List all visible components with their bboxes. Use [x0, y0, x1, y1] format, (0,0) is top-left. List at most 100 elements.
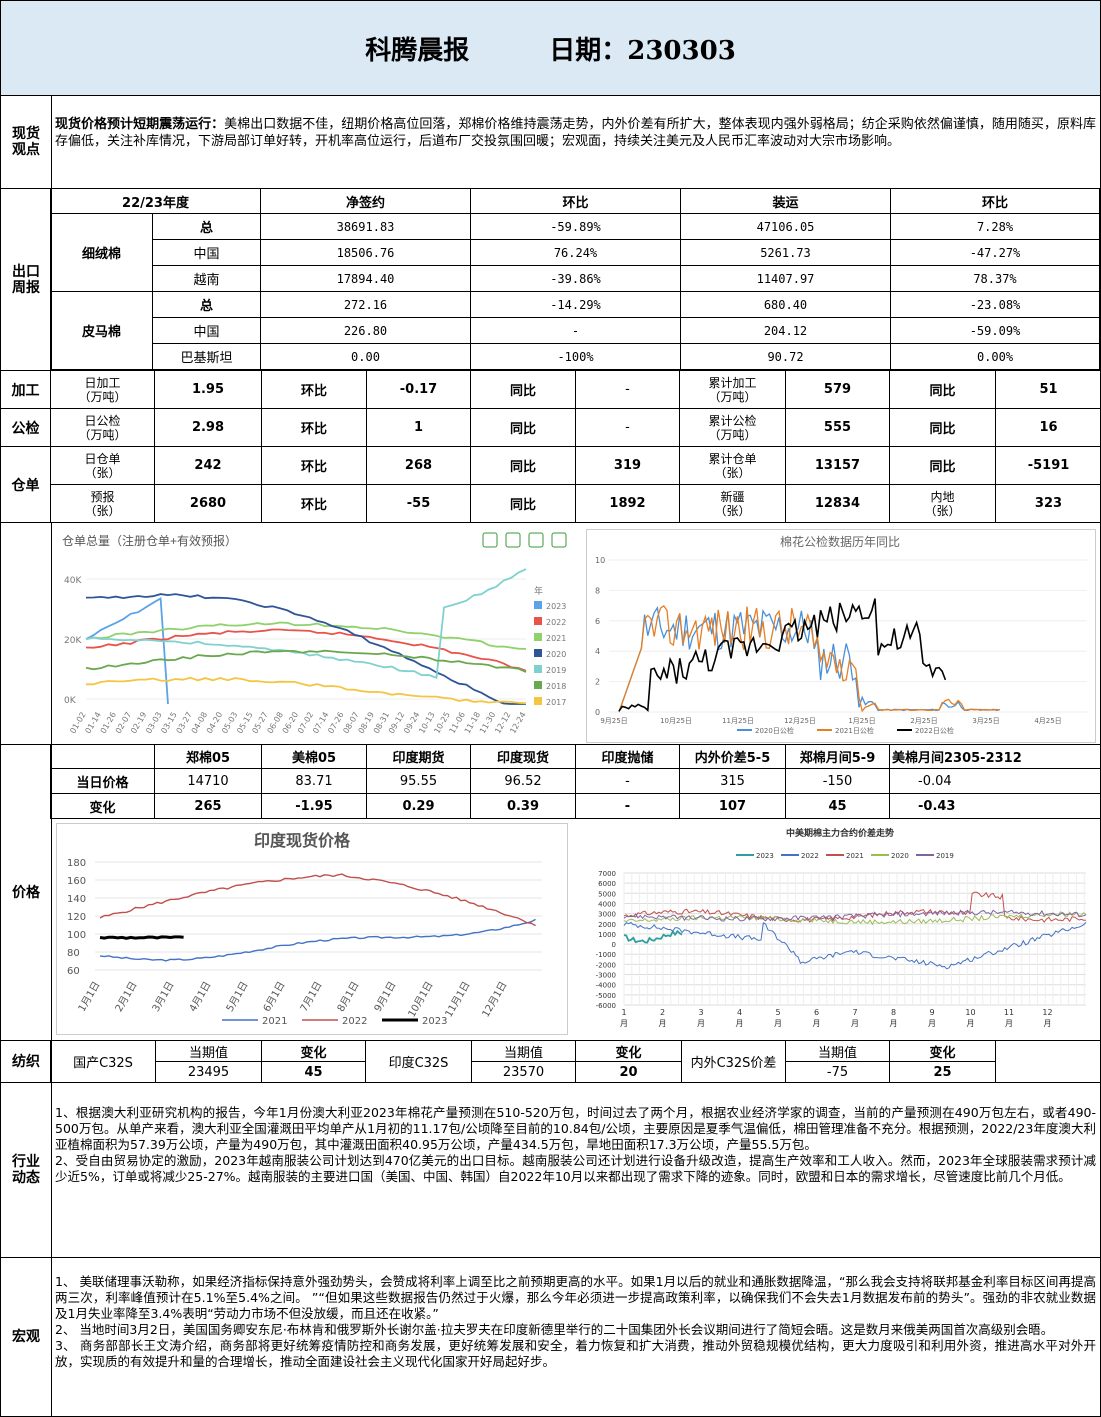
textile-chg-label: 变化: [889, 1040, 996, 1062]
cell: 90.72: [680, 343, 891, 370]
y-tick-label: 60: [67, 966, 80, 977]
chart-title: 仓单总量（注册仓单+有效预报）: [62, 533, 237, 548]
price-header: 印度期货: [366, 744, 471, 769]
legend-label: 2017: [546, 698, 566, 707]
y-tick-label: 100: [67, 930, 86, 941]
x-tick-label-unit: 月: [1005, 1019, 1013, 1028]
price-header: 美棉月间2305-2312: [889, 744, 1101, 769]
industry-side-label: 行业动态: [1, 1083, 52, 1257]
report-header: 科腾晨报 日期：230303: [1, 1, 1100, 96]
x-tick-label: 3: [698, 1008, 703, 1017]
warehouse-cum-label: 累计仓单 （张）: [679, 446, 786, 485]
macro-section: 宏观 1、 美联储理事沃勒称，如果经济指标保持意外强劲势头，会赞成将利率上调至比…: [1, 1258, 1100, 1416]
inspection-cum-value: 555: [785, 408, 890, 447]
macro-paragraph-2: 2、 当地时间3月2日，美国国务卿安东尼·布林肯和俄罗斯外长谢尔盖·拉夫罗夫在印…: [55, 1322, 1054, 1337]
mom-value: -0.17: [366, 370, 471, 409]
price-cell: -1.95: [261, 793, 367, 819]
cell: -14.29%: [470, 291, 681, 318]
warehouse-chart-svg: 仓单总量（注册仓单+有效预报）40K20K0K01-0201-1401-2602…: [62, 532, 567, 736]
x-tick-label-unit: 月: [967, 1019, 975, 1028]
price-cell: 96.52: [470, 768, 576, 794]
legend-label: 2020: [546, 650, 566, 659]
mom-label: 环比: [261, 370, 367, 409]
x-tick-label: 7月1日: [298, 980, 325, 1014]
textile-cur: 23495: [155, 1061, 262, 1083]
price-cell: -0.43: [889, 793, 1101, 819]
legend-label: 2020日公检: [755, 726, 794, 735]
x-tick-label: 3月25日: [972, 717, 999, 725]
cell: 17894.40: [260, 265, 471, 292]
series-line-2021: [623, 891, 1087, 923]
series-line-2023: [85, 597, 169, 705]
legend-swatch: [534, 681, 542, 689]
series-line-2018: [85, 649, 527, 673]
y-tick-label: 80: [67, 948, 80, 959]
x-tick-label: 1月1日: [76, 980, 103, 1014]
cell: -39.86%: [470, 265, 681, 292]
warehouse-daily-value: 242: [154, 446, 262, 485]
y-tick-label: 7000: [598, 870, 616, 878]
textile-name: 印度C32S: [365, 1040, 472, 1083]
textile-chg-label: 变化: [261, 1040, 366, 1062]
y-tick-label: 6: [595, 617, 600, 626]
x-tick-label: 6: [814, 1008, 819, 1017]
mom-label: 环比: [261, 484, 367, 523]
x-tick-label: 1月25日: [848, 717, 875, 725]
legend-label: 2023: [422, 1016, 447, 1027]
series-line-2020: [623, 911, 1087, 926]
series-line-2019: [85, 568, 527, 680]
x-tick-label-unit: 月: [1044, 1019, 1052, 1028]
price-header: 郑棉月间5-9: [785, 744, 890, 769]
processing-label: 日加工 （万吨）: [50, 370, 155, 409]
cell: 78.37%: [890, 265, 1100, 292]
inland-label: 内地 （张）: [889, 484, 996, 523]
price-cell: 107: [679, 793, 786, 819]
cell: 18506.76: [260, 239, 471, 266]
inland-value: 323: [995, 484, 1101, 523]
legend-label: 2023: [546, 602, 566, 611]
x-tick-label-unit: 月: [774, 1019, 782, 1028]
forecast-label: 预报 （张）: [50, 484, 155, 523]
mom-value: 268: [366, 446, 471, 485]
top-charts-section: 仓单总量（注册仓单+有效预报） 40K 20K 0K 01-02 01-14 01-26 02…: [1, 523, 1100, 745]
y-tick-label: 0: [595, 708, 600, 717]
textile-cur: -75: [785, 1061, 890, 1083]
y-tick-label: -6000: [596, 1002, 616, 1010]
y-tick-label: -4000: [596, 982, 616, 990]
textile-table: 国产C32S 当期值 变化 印度C32S 当期值 变化 内外C32S价差 当期值…: [50, 1040, 1101, 1083]
legend-label: 2019: [546, 666, 566, 675]
x-tick-label: 12-24: [508, 711, 527, 736]
price-cell: 315: [679, 768, 786, 794]
y-tick-label: 3000: [598, 911, 616, 919]
price-header-blank: [50, 744, 155, 769]
yoy-label: 同比: [889, 408, 996, 447]
x-tick-label: 12: [1042, 1008, 1052, 1017]
x-tick-label: 12月25日: [784, 717, 816, 725]
price-table: 郑棉05 美棉05 印度期货 印度现货 印度抛储 内外价差5-5 郑棉月间5-9…: [50, 744, 1101, 819]
x-tick-label-unit: 月: [813, 1019, 821, 1028]
processing-value: 1.95: [154, 370, 262, 409]
y-tick-label: 2: [595, 678, 600, 687]
x-tick-label: 11月1日: [443, 980, 473, 1020]
price-header: 印度现货: [470, 744, 576, 769]
report-date: 日期：230303: [549, 35, 736, 66]
inspection-chart: 棉花公检数据历年同比 10 8 6 4 2 0 9月25日 10月25日 11月25日 12月25日…: [586, 529, 1096, 743]
x-tick-label-unit: 月: [697, 1019, 705, 1028]
x-tick-label: 4: [737, 1008, 742, 1017]
y-tick-label: 2000: [598, 921, 616, 929]
y-tick-label: 180: [67, 858, 86, 869]
price-cell: -: [575, 768, 680, 794]
y-tick-label: -2000: [596, 961, 616, 969]
legend-label: 2018: [546, 682, 566, 691]
cell: 226.80: [260, 317, 471, 344]
price-today-label: 当日价格: [50, 768, 155, 794]
price-cell: 45: [785, 793, 890, 819]
price-cell: 14710: [154, 768, 262, 794]
y-tick-label: 0: [612, 941, 616, 949]
yoy-value: 51: [995, 370, 1101, 409]
export-header-mom1: 环比: [470, 188, 681, 214]
cell: -: [470, 317, 681, 344]
mom-value: -55: [366, 484, 471, 523]
cell: 47106.05: [680, 213, 891, 240]
textile-cur-label: 当期值: [155, 1040, 262, 1062]
